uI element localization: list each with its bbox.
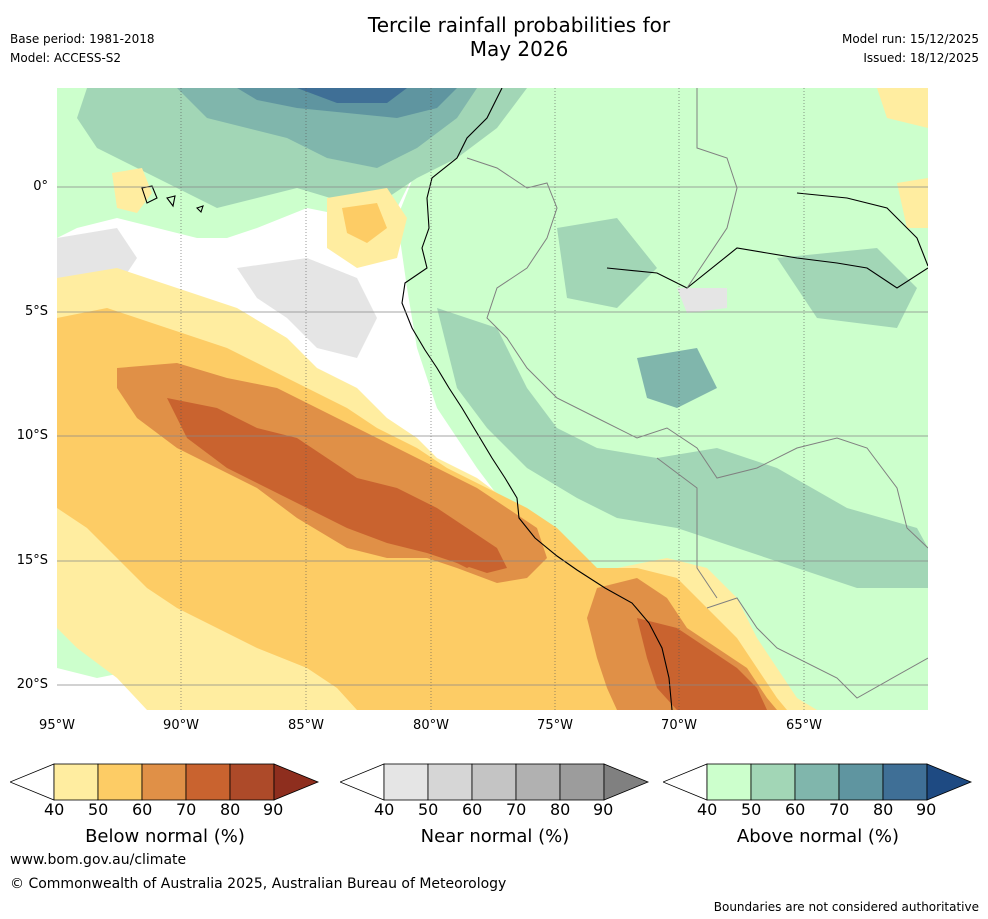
- colorbar-segment: [471, 763, 517, 801]
- model-text: Model: ACCESS-S2: [10, 51, 122, 65]
- below-normal-50-north: [342, 203, 387, 243]
- colorbar-segment: [794, 763, 840, 801]
- cb0-tick-60: 60: [132, 800, 153, 819]
- coastline: [401, 88, 673, 710]
- lon-label-95w: 95°W: [39, 718, 75, 733]
- below-normal-70-band: [167, 398, 507, 573]
- cb0-tick-90: 90: [263, 800, 284, 819]
- issued-text: Issued: 18/12/2025: [863, 51, 979, 65]
- lon-label-80w: 80°W: [413, 718, 449, 733]
- colorbar-below-normal: [10, 763, 320, 801]
- footer-copyright: © Commonwealth of Australia 2025, Austra…: [10, 876, 507, 892]
- cb0-tick-40: 40: [44, 800, 65, 819]
- lon-label-90w: 90°W: [163, 718, 199, 733]
- colorbar-near-normal: [340, 763, 650, 801]
- colorbar-segment: [427, 763, 473, 801]
- cb1-tick-80: 80: [550, 800, 571, 819]
- lon-label-75w: 75°W: [537, 718, 573, 733]
- colorbar-segment: [229, 763, 275, 801]
- colorbar-segment: [838, 763, 884, 801]
- cb2-tick-40: 40: [697, 800, 718, 819]
- above-normal-50-patch-2: [777, 248, 917, 328]
- model-run-text: Model run: 15/12/2025: [841, 32, 979, 46]
- base-period-text: Base period: 1981-2018: [10, 32, 155, 46]
- colorbar-extend-high: [273, 763, 320, 801]
- cb1-tick-60: 60: [462, 800, 483, 819]
- colorbar-extend-low: [10, 763, 55, 801]
- colorbar-below-label: Below normal (%): [85, 826, 245, 847]
- colorbar-extend-high: [603, 763, 650, 801]
- lat-label-15s: 15°S: [16, 553, 48, 568]
- colorbar-segment: [383, 763, 429, 801]
- cb0-tick-70: 70: [176, 800, 197, 819]
- title-line-2: May 2026: [469, 37, 569, 61]
- colorbar-segment: [515, 763, 561, 801]
- colorbar-above-normal: [663, 763, 973, 801]
- cb2-tick-50: 50: [741, 800, 762, 819]
- amazon-coast: [606, 192, 928, 289]
- near-normal-patch-3: [677, 288, 727, 313]
- colorbar-extend-high: [926, 763, 973, 801]
- rainfall-map: [57, 88, 928, 710]
- colorbar-segment: [750, 763, 796, 801]
- colorbar-segment: [141, 763, 187, 801]
- colorbar-near-label: Near normal (%): [420, 826, 570, 847]
- cb0-tick-50: 50: [88, 800, 109, 819]
- lon-label-65w: 65°W: [786, 718, 822, 733]
- colorbar-extend-low: [340, 763, 385, 801]
- cb0-tick-80: 80: [220, 800, 241, 819]
- lat-label-0: 0°: [33, 179, 48, 194]
- colorbar-above-ticks: 40 50 60 70 80 90: [663, 800, 973, 822]
- below-normal-70-peru: [427, 518, 487, 568]
- colorbar-extend-low: [663, 763, 708, 801]
- cb2-tick-80: 80: [873, 800, 894, 819]
- lat-label-20s: 20°S: [16, 677, 48, 692]
- footer-boundary-note: Boundaries are not considered authoritat…: [713, 900, 979, 914]
- lat-label-10s: 10°S: [16, 428, 48, 443]
- near-normal-patch-2: [237, 258, 377, 358]
- below-normal-40-galapagos: [112, 168, 152, 213]
- cb2-tick-60: 60: [785, 800, 806, 819]
- above-normal-50-inland: [437, 308, 928, 588]
- cb2-tick-70: 70: [829, 800, 850, 819]
- below-normal-40-e: [897, 178, 928, 228]
- lon-label-70w: 70°W: [661, 718, 697, 733]
- below-normal-40-ne: [877, 88, 928, 128]
- above-normal-50-patch: [557, 218, 657, 308]
- colorbar-segment: [706, 763, 752, 801]
- footer-url[interactable]: www.bom.gov.au/climate: [10, 852, 187, 868]
- above-normal-80-north: [297, 88, 407, 103]
- cb2-tick-90: 90: [916, 800, 937, 819]
- cb1-tick-90: 90: [593, 800, 614, 819]
- chart-title: Tercile rainfall probabilities for May 2…: [294, 13, 744, 61]
- country-borders: [466, 88, 928, 699]
- colorbar-segment: [559, 763, 605, 801]
- colorbar-below-ticks: 40 50 60 70 80 90: [10, 800, 320, 822]
- colorbar-segment: [882, 763, 928, 801]
- title-line-1: Tercile rainfall probabilities for: [367, 13, 671, 37]
- cb1-tick-70: 70: [506, 800, 527, 819]
- colorbar-segment: [185, 763, 231, 801]
- colorbar-segment: [97, 763, 143, 801]
- lat-label-5s: 5°S: [24, 304, 48, 319]
- lon-label-85w: 85°W: [288, 718, 324, 733]
- cb1-tick-40: 40: [374, 800, 395, 819]
- colorbar-above-label: Above normal (%): [736, 826, 900, 847]
- colorbar-segment: [53, 763, 99, 801]
- cb1-tick-50: 50: [418, 800, 439, 819]
- colorbar-near-ticks: 40 50 60 70 80 90: [340, 800, 650, 822]
- above-normal-60-inland: [637, 348, 717, 408]
